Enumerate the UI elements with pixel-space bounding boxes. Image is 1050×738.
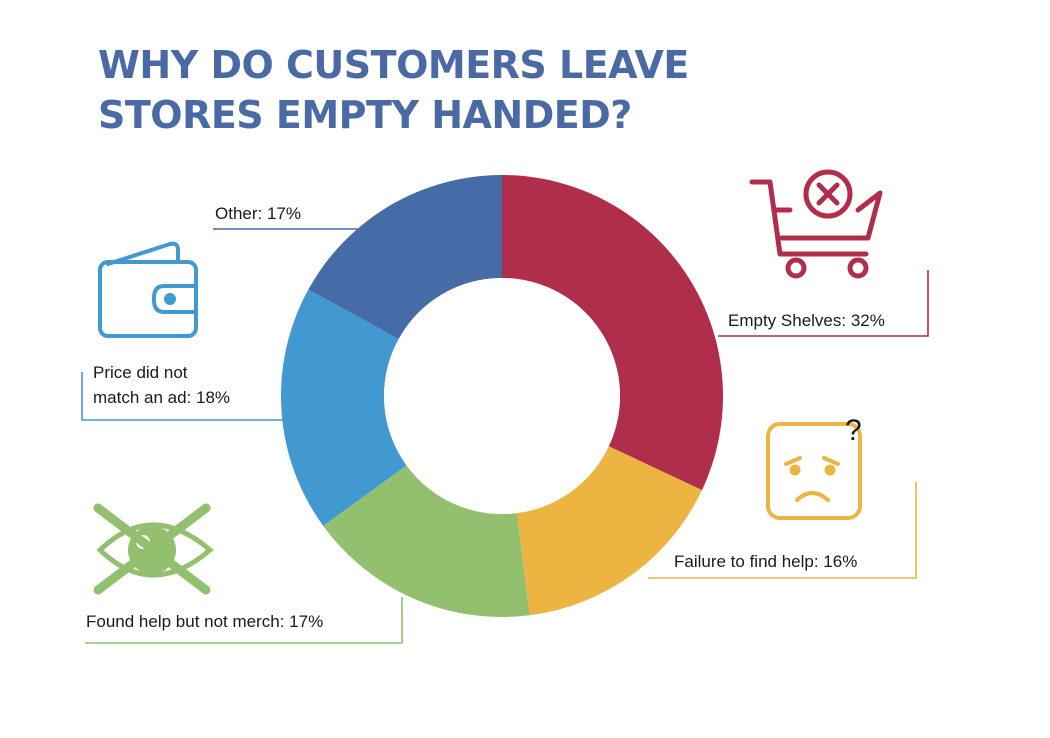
slice-label-price-line-2: match an ad: 18% xyxy=(93,388,230,407)
shopping-cart-x-icon xyxy=(749,169,883,279)
chart-title-line-2: STORES EMPTY HANDED? xyxy=(98,93,632,137)
donut-slice-price-did-not-match-an-ad xyxy=(280,289,407,526)
donut-slice-other xyxy=(308,175,502,340)
leader-line-price xyxy=(81,372,283,421)
wallet-icon xyxy=(98,241,198,338)
chart-title-line-1: WHY DO CUSTOMERS LEAVE xyxy=(98,43,689,87)
donut-slice-found-help-but-not-merch xyxy=(323,465,530,617)
slice-label-empty-shelves: Empty Shelves: 32% xyxy=(728,311,885,330)
chart-title: WHY DO CUSTOMERS LEAVE STORES EMPTY HAND… xyxy=(98,40,689,140)
slice-label-price-line-1: Price did not xyxy=(93,363,188,382)
leader-line-empty-shelves xyxy=(718,270,929,337)
eye-crossed-icon xyxy=(93,503,214,595)
slice-label-found-help: Found help but not merch: 17% xyxy=(86,612,323,631)
slice-label-failure-to-find-help: Failure to find help: 16% xyxy=(674,552,857,571)
donut-slice-empty-shelves xyxy=(502,175,724,491)
leader-line-failure-to-find-help xyxy=(648,482,917,579)
donut-hole xyxy=(384,278,620,514)
donut-slices xyxy=(280,175,724,617)
slice-label-other: Other: 17% xyxy=(215,204,301,223)
donut-slice-failure-to-find-help xyxy=(516,446,702,616)
question-mark-icon: ? xyxy=(845,414,862,447)
leader-line-found-help xyxy=(85,597,403,644)
confused-face-icon xyxy=(766,422,862,520)
